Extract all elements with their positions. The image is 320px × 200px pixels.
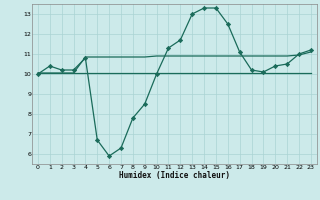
X-axis label: Humidex (Indice chaleur): Humidex (Indice chaleur): [119, 171, 230, 180]
